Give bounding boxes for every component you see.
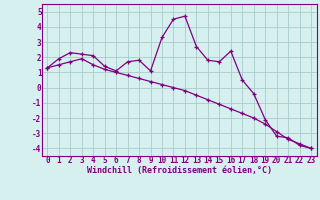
X-axis label: Windchill (Refroidissement éolien,°C): Windchill (Refroidissement éolien,°C) [87, 166, 272, 175]
